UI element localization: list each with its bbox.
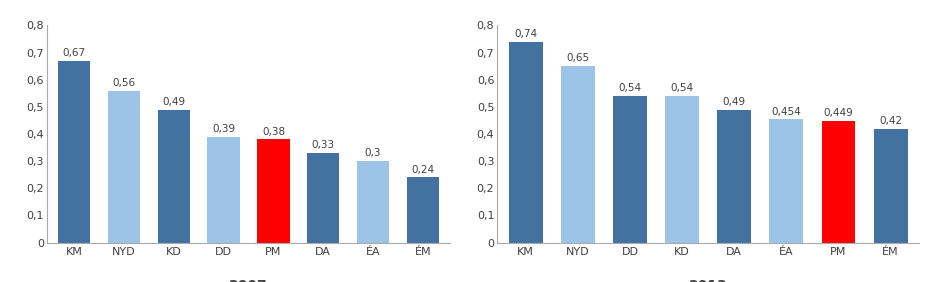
Bar: [561, 66, 595, 243]
Text: 2013: 2013: [688, 279, 728, 282]
Bar: [822, 121, 855, 243]
Text: 2007: 2007: [229, 279, 268, 282]
Text: 0,65: 0,65: [567, 53, 589, 63]
Text: 0,39: 0,39: [212, 124, 235, 134]
Text: 0,67: 0,67: [63, 48, 86, 58]
Text: 0,56: 0,56: [113, 78, 136, 88]
Bar: [718, 109, 751, 243]
Bar: [665, 96, 699, 243]
Text: 0,454: 0,454: [771, 107, 801, 116]
Text: 0,449: 0,449: [824, 108, 854, 118]
Text: 0,24: 0,24: [411, 165, 434, 175]
Bar: [257, 139, 290, 243]
Bar: [356, 161, 389, 243]
Text: 0,42: 0,42: [879, 116, 902, 126]
Bar: [307, 153, 340, 243]
Bar: [407, 177, 439, 243]
Text: 0,38: 0,38: [262, 127, 285, 137]
Bar: [108, 91, 141, 243]
Bar: [769, 119, 803, 243]
Bar: [508, 42, 543, 243]
Bar: [207, 137, 240, 243]
Bar: [613, 96, 647, 243]
Text: 0,33: 0,33: [311, 140, 335, 150]
Bar: [873, 129, 908, 243]
Text: 0,49: 0,49: [722, 97, 746, 107]
Bar: [58, 61, 90, 243]
Text: 0,74: 0,74: [514, 29, 537, 39]
Text: 0,3: 0,3: [365, 148, 382, 158]
Text: 0,49: 0,49: [162, 97, 186, 107]
Text: 0,54: 0,54: [618, 83, 642, 93]
Text: 0,54: 0,54: [671, 83, 694, 93]
Bar: [158, 109, 190, 243]
